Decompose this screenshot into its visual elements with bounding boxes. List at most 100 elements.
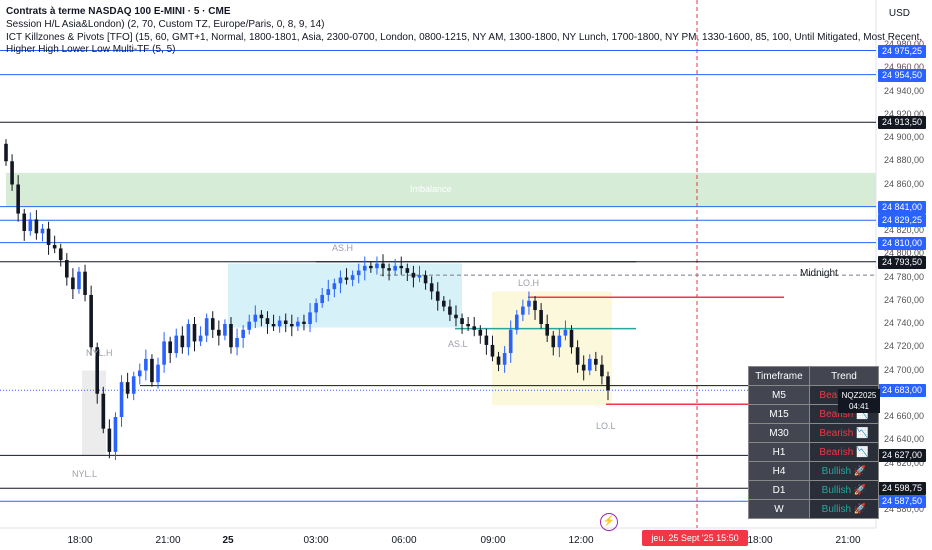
candle-body [308,312,312,324]
trend-tf: D1 [748,480,810,500]
candle-body [107,428,112,452]
trend-value: Bullish 🚀 [809,480,879,500]
trend-table-head-trend: Trend [809,366,879,386]
price-level-label: 24 587,50 [878,495,926,509]
imbalance-label: Imbalance [410,184,452,194]
trend-value: Bearish 📉 [809,442,879,462]
candle-body [332,283,337,290]
price-tick-label: 24 640,00 [884,434,925,445]
candle-body [581,364,586,371]
candle-body [198,335,203,342]
time-tick-label: 18:00 [747,535,773,546]
candle-body [89,294,93,348]
candle-body [587,358,592,371]
candle-body [442,300,446,307]
trend-row-m15: M15 Bearish 📉 [748,404,879,424]
price-tick-label: 24 660,00 [884,411,925,421]
candle-body [484,335,489,345]
candle-body [113,417,118,452]
candle-body [356,270,361,276]
candle-body [125,382,130,394]
candle-body [496,356,501,365]
price-tick-label: 24 760,00 [884,294,925,305]
chart-title: Contrats à terme NASDAQ 100 E-MINI · 5 ·… [6,6,231,17]
bar-countdown: 04:41 [838,401,880,413]
imbalance-zone [6,172,876,207]
trend-tf: H4 [748,461,810,481]
nylunch-high-label: NYL.H [86,348,113,358]
trend-tf: H1 [748,442,810,462]
candle-body [423,275,428,284]
price-tick-label: 24 880,00 [884,155,925,166]
indicator-session-hl[interactable]: Session H/L Asia&London) (2, 70, Custom … [6,19,325,30]
trend-table-head-timeframe: Timeframe [748,366,810,386]
trend-value: Bearish 📉 [809,423,879,443]
candle-body [235,337,239,348]
price-level-label: 24 841,00 [878,200,926,214]
candle-body [320,294,325,304]
price-level-label: 24 793,50 [878,255,926,269]
candle-body [594,358,598,365]
price-tick-label: 24 940,00 [884,85,925,96]
london-low-label: LO.L [596,421,616,431]
candle-body [95,347,100,394]
price-tick-label: 24 900,00 [884,132,925,142]
candle-body [551,335,556,348]
candle-body [204,318,209,336]
price-tick-label: 24 860,00 [884,178,925,189]
candle-body [137,370,142,377]
candle-body [283,320,288,324]
candle-body [296,321,300,327]
trend-tf: W [748,499,810,519]
trend-tf: M30 [748,423,810,443]
trend-row-h4: H4 Bullish 🚀 [748,461,879,481]
trend-row-m30: M30 Bearish 📉 [748,423,879,443]
candle-body [466,324,470,327]
trend-value: Bullish 🚀 [809,461,879,481]
indicator-killzones[interactable]: ICT Killzones & Pivots [TFO] (15, 60, GM… [6,32,923,43]
price-level-label: 24 829,25 [878,214,926,228]
time-tick-label: 06:00 [391,535,417,546]
candle-body [490,344,495,357]
candle-body [521,306,525,315]
price-tick-label: 24 580,00 [884,504,925,514]
price-tick-label: 24 720,00 [884,341,925,352]
candle-body [369,265,373,269]
candle-body [217,329,221,336]
candle-body [186,324,191,348]
candle-body [168,341,172,354]
candle-body [539,310,543,324]
candle-body [10,161,14,185]
indicator-hhll[interactable]: Higher High Lower Low Multi-TF (5, 5) [6,44,176,55]
candle-body [600,364,604,377]
time-tick-label: 03:00 [303,535,329,546]
lightning-icon[interactable]: ⚡ [600,513,618,531]
candle-body [527,300,531,307]
asia-high-label: AS.H [332,243,354,253]
price-level-label: 24 627,00 [878,449,926,463]
price-level-label: 24 598,75 [878,482,926,496]
symbol-tag: NQZ2025 [838,389,880,402]
candle-body [22,213,27,231]
trend-tf: M5 [748,385,810,405]
candle-body [448,306,452,315]
candle-body [454,314,458,319]
candle-body [569,329,574,348]
asia-low-label: AS.L [448,339,468,349]
candle-body [326,289,331,295]
candle-body [435,291,440,301]
price-level-label: 24 683,00 [878,384,926,398]
candle-body [144,358,148,371]
trend-row-h1: H1 Bearish 📉 [748,442,879,462]
time-tick-label: 09:00 [480,535,506,546]
candle-body [180,335,185,348]
currency-label[interactable]: USD [888,8,910,19]
price-tick-label: 24 820,00 [884,225,925,235]
candle-body [223,324,227,336]
price-tick-label: 24 700,00 [884,364,925,375]
time-tick-label: 18:00 [67,535,93,546]
candle-body [40,228,45,234]
candle-body [229,324,233,348]
candle-body [338,277,343,284]
